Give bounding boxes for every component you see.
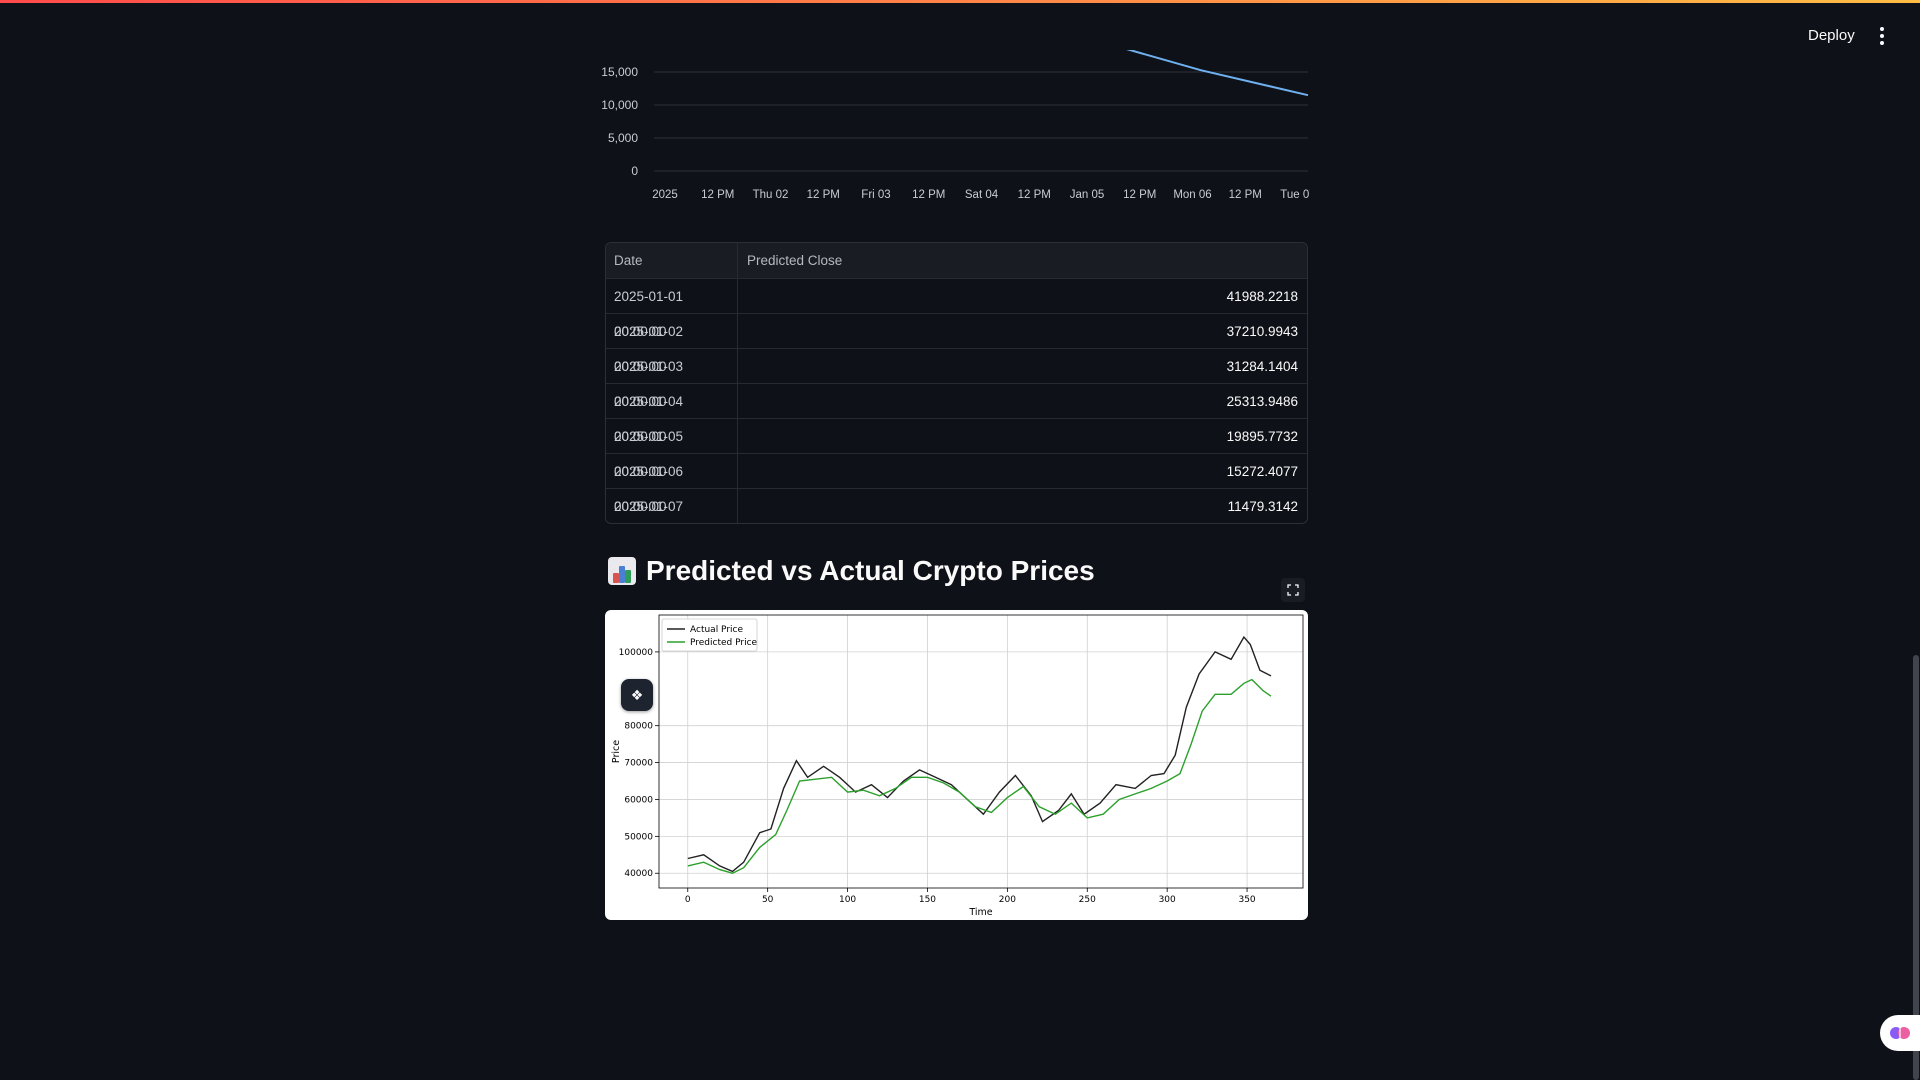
x-tick-label: 12 PM [807,189,840,201]
cell-date: 2025-01-05 00:00:00 [606,419,738,479]
x-tick-label: 200 [999,895,1016,905]
y-tick-label: 5,000 [608,131,638,145]
cell-date: 2025-01-04 00:00:00 [606,384,738,444]
cell-predicted-close: 15272.4077 [1226,464,1298,479]
price-comparison-chart: 0 50 100 150 200 250 300 350 40000 50000 60000 7000… [611,614,1304,918]
bar-chart-icon [608,557,636,585]
forecast-line-chart: 15,000 10,000 5,000 0 2025 12 PM Thu 02 12 PM Fr… [601,50,1310,201]
column-header-date[interactable]: Date [606,243,738,278]
cell-predicted-close: 37210.9943 [1226,324,1298,339]
x-tick-label: 12 PM [701,189,734,201]
top-decoration-bar [0,0,1920,3]
x-tick-label: 12 PM [1229,189,1262,201]
x-tick-label: 0 [685,895,691,905]
brain-icon[interactable]: ❖ [621,679,653,711]
cell-date: 2025-01-03 00:00:00 [606,349,738,409]
x-tick-label: 2025 [652,189,678,201]
legend-label: Actual Price [690,625,743,635]
table-row[interactable]: 2025-01-01 00:00:00 41988.2218 [606,279,1307,339]
legend: Actual Price Predicted Price [661,618,758,652]
kebab-menu-icon[interactable] [1870,22,1894,50]
table-row[interactable]: 2025-01-03 00:00:00 31284.1404 [606,349,1307,409]
assistant-button[interactable] [1880,1015,1920,1051]
y-tick-label: 40000 [624,869,653,879]
table-body: 2025-01-01 00:00:00 41988.2218 2025-01-02 … [606,279,1307,523]
x-tick-label: Jan 05 [1070,189,1105,201]
section-title: Predicted vs Actual Crypto Prices [646,555,1095,586]
cell-date: 2025-01-01 00:00:00 [606,279,738,339]
cell-date: 2025-01-07 00:00:00 [606,489,738,523]
cell-predicted-close: 25313.9486 [1226,394,1298,409]
fullscreen-icon[interactable] [1281,578,1305,602]
brain-icon [1890,1027,1910,1039]
y-tick-label: 60000 [624,795,653,805]
cell-predicted-close: 11479.3142 [1227,499,1298,514]
matplotlib-figure: 0 50 100 150 200 250 300 350 40000 50000 60000 7000… [605,610,1308,920]
x-tick-label: Fri 03 [861,189,890,201]
x-tick-label: 150 [919,895,936,905]
x-tick-label: 12 PM [1123,189,1156,201]
x-tick-label: 250 [1079,895,1096,905]
section-header: Predicted vs Actual Crypto Prices [608,555,1095,587]
x-tick-label: Tue 07 [1280,189,1310,201]
cell-predicted-close: 41988.2218 [1226,289,1298,304]
legend-label: Predicted Price [690,638,758,648]
table-row[interactable]: 2025-01-06 00:00:00 15272.4077 [606,454,1307,514]
x-tick-label: 50 [762,895,774,905]
cell-date: 2025-01-02 00:00:00 [606,314,738,374]
table-row[interactable]: 2025-01-07 00:00:00 11479.3142 [606,489,1307,523]
table-row[interactable]: 2025-01-04 00:00:00 25313.9486 [606,384,1307,444]
y-tick-label: 15,000 [601,65,638,79]
x-axis-label: Time [968,907,992,918]
prediction-table[interactable]: Date Predicted Close 2025-01-01 00:00:00… [605,242,1308,524]
plot-frame [658,614,1304,889]
x-tick-label: 300 [1159,895,1176,905]
cell-date: 2025-01-06 00:00:00 [606,454,738,514]
x-tick-label: 12 PM [912,189,945,201]
y-tick-label: 70000 [624,759,653,769]
table-header-row: Date Predicted Close [606,243,1307,279]
y-tick-label: 10,000 [601,98,638,112]
y-axis-label: Price [611,740,622,763]
cell-predicted-close: 19895.7732 [1226,429,1298,444]
x-tick-label: 100 [839,895,856,905]
legend-box [661,618,758,652]
x-tick-label: Thu 02 [753,189,789,201]
y-tick-label: 50000 [624,832,653,842]
x-tick-label: Sat 04 [965,189,999,201]
table-row[interactable]: 2025-01-02 00:00:00 37210.9943 [606,314,1307,374]
column-header-predicted-close[interactable]: Predicted Close [747,253,843,268]
x-tick-label: 12 PM [1018,189,1051,201]
table-row[interactable]: 2025-01-05 00:00:00 19895.7732 [606,419,1307,479]
x-tick-label: Mon 06 [1173,189,1211,201]
cell-predicted-close: 31284.1404 [1226,359,1298,374]
deploy-button[interactable]: Deploy [1800,22,1863,50]
y-tick-label: 0 [631,164,638,178]
predicted-close-line [1126,50,1309,97]
y-tick-label: 80000 [624,722,653,732]
x-tick-label: 350 [1238,895,1255,905]
actual-price-line [687,635,1272,873]
scrollbar[interactable] [1913,655,1919,1080]
predicted-price-line [687,678,1272,874]
y-tick-label: 100000 [619,648,654,658]
